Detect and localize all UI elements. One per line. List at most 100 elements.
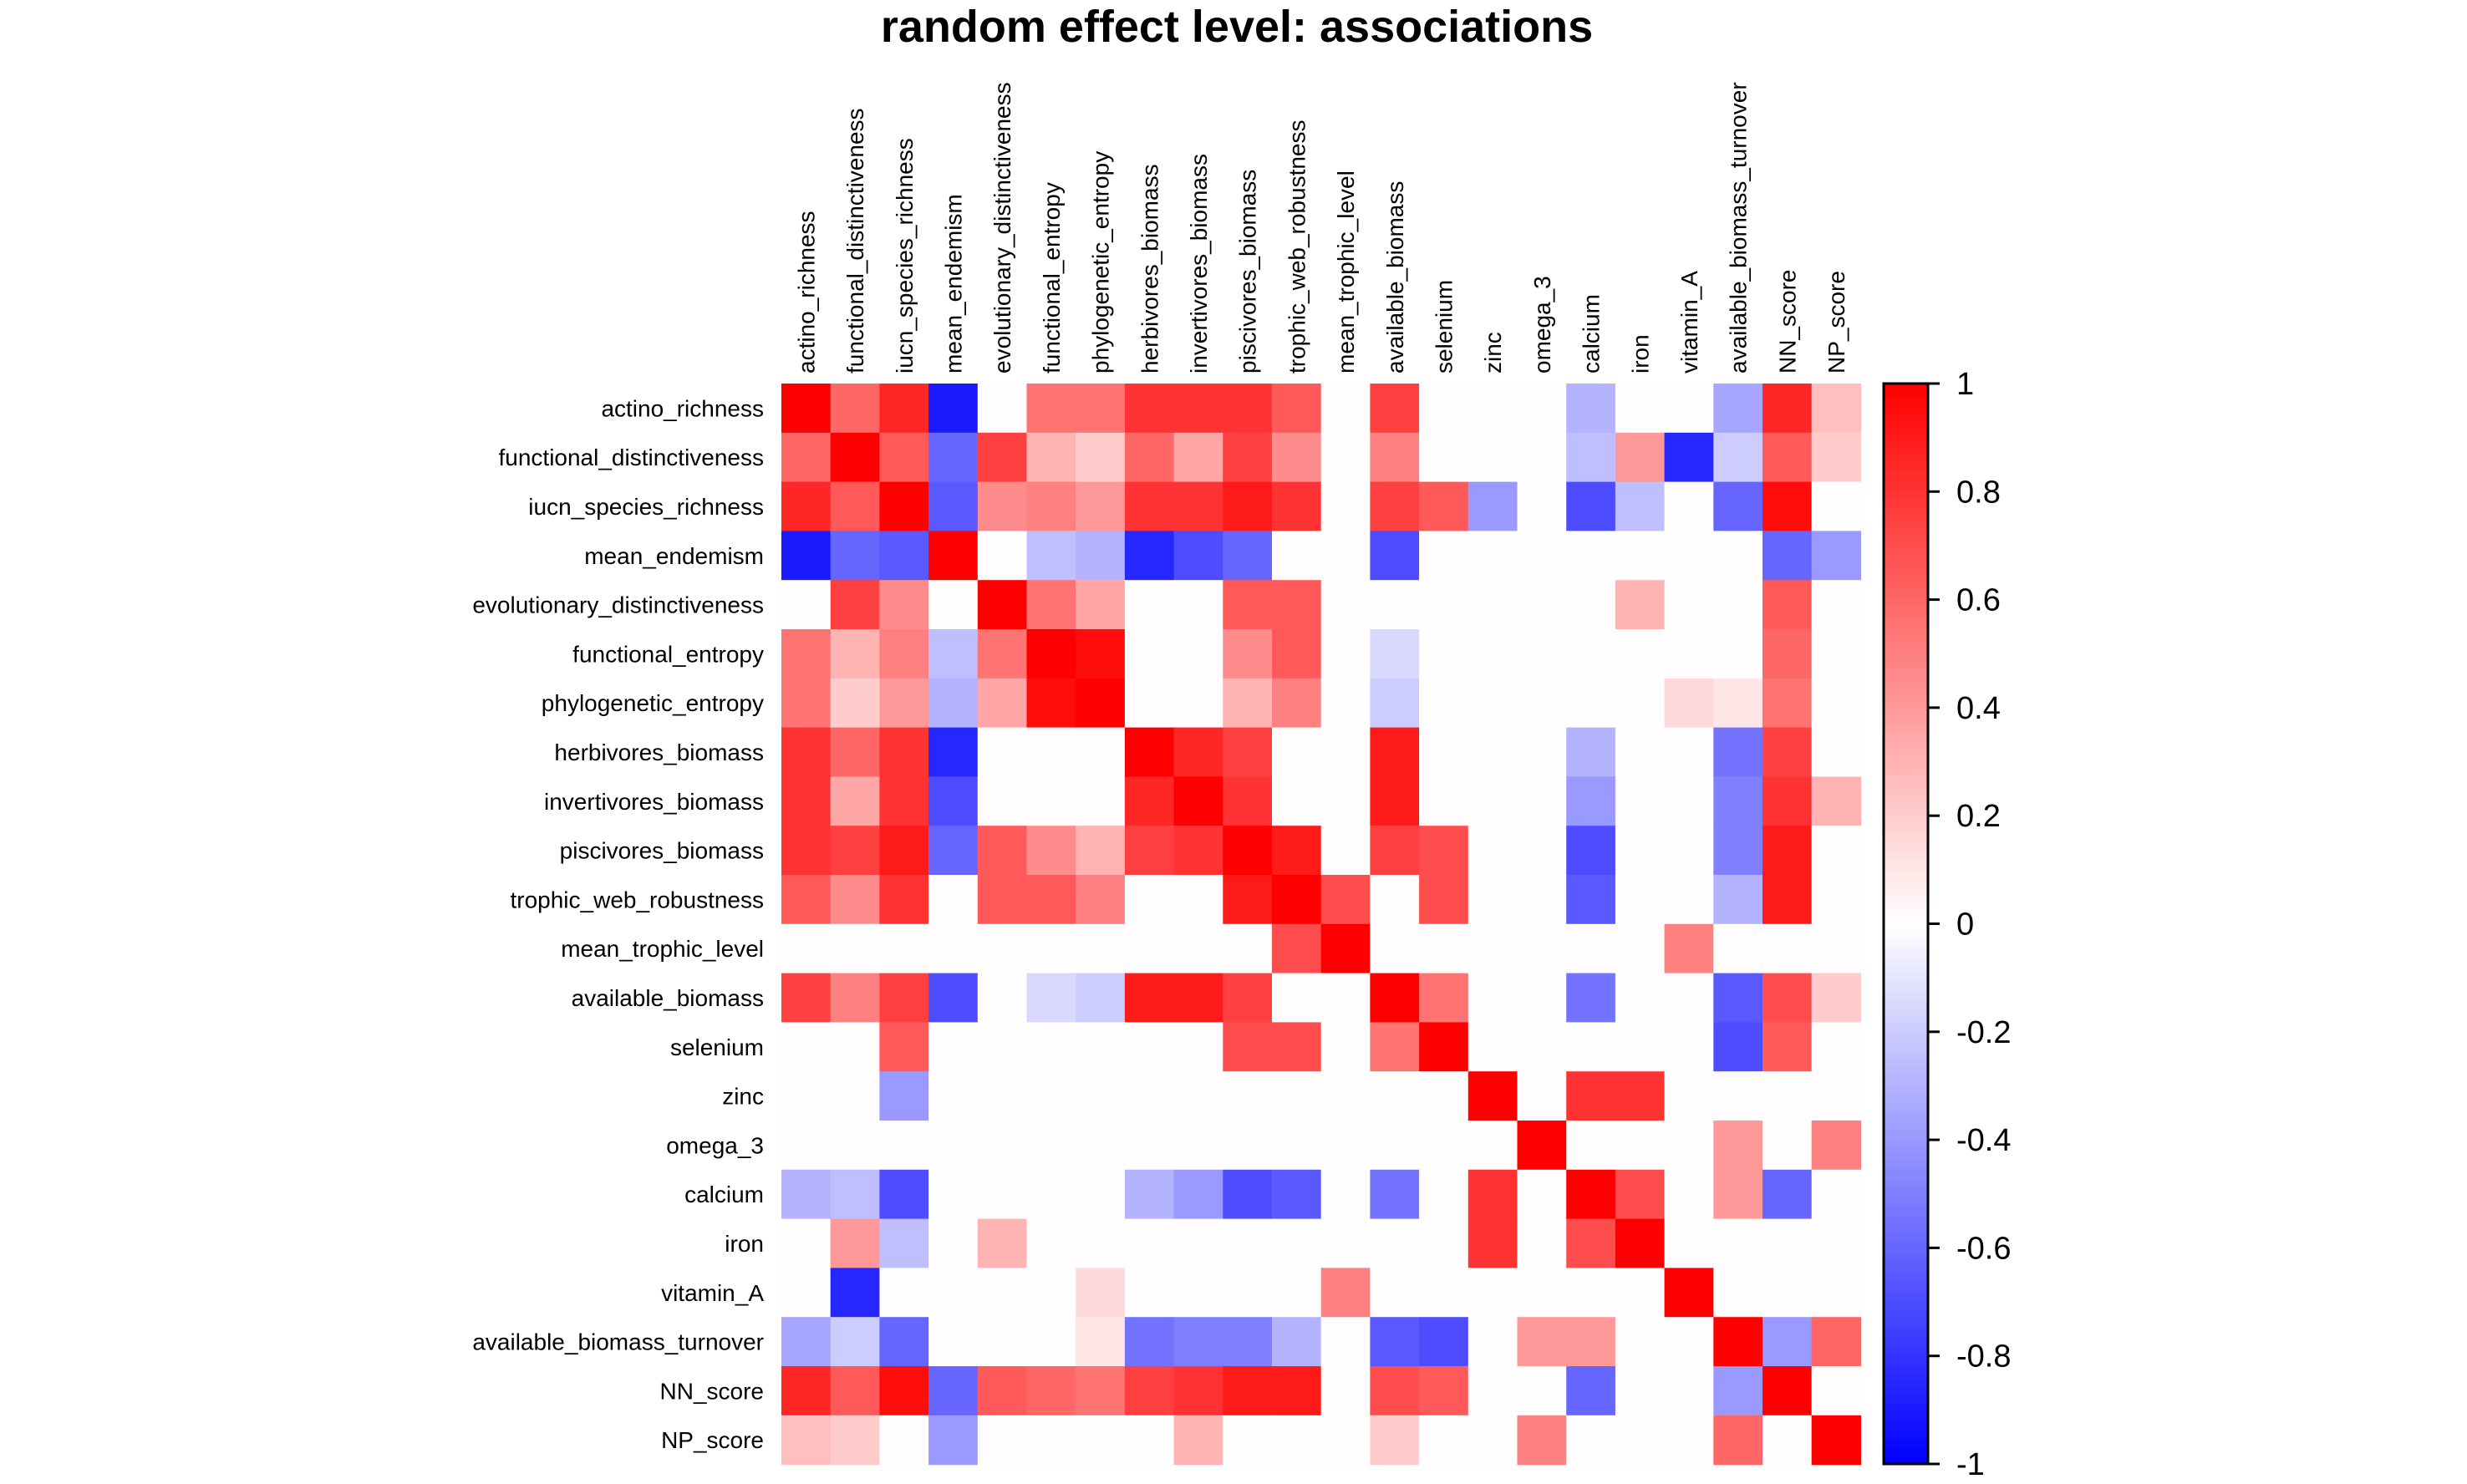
heatmap-cell-mean_endemism-trophic_web_robustness: [1272, 531, 1322, 581]
heatmap-cell-herbivores_biomass-selenium: [1419, 727, 1469, 777]
heatmap-cell-selenium-NN_score: [1763, 1022, 1813, 1072]
heatmap-cell-zinc-invertivores_biomass: [1173, 1071, 1223, 1121]
heatmap-cell-trophic_web_robustness-NP_score: [1811, 875, 1861, 925]
heatmap-cell-calcium-available_biomass_turnover: [1713, 1169, 1763, 1220]
heatmap-cell-zinc-omega_3: [1517, 1071, 1567, 1121]
heatmap-cell-available_biomass_turnover-omega_3: [1517, 1317, 1567, 1367]
heatmap-cell-available_biomass_turnover-iron: [1615, 1317, 1666, 1367]
heatmap-cell-mean_trophic_level-evolutionary_distinctiveness: [977, 923, 1028, 974]
heatmap-cell-herbivores_biomass-functional_entropy: [1026, 727, 1076, 777]
heatmap-cell-selenium-evolutionary_distinctiveness: [977, 1022, 1028, 1072]
heatmap-cell-mean_trophic_level-available_biomass: [1370, 923, 1420, 974]
heatmap-cell-functional_entropy-zinc: [1467, 629, 1518, 679]
color-legend-tick-label: 0.2: [1956, 799, 2001, 834]
heatmap-cell-invertivores_biomass-iron: [1615, 776, 1666, 826]
heatmap-cell-available_biomass-mean_trophic_level: [1320, 973, 1371, 1023]
heatmap-cell-functional_distinctiveness-invertivores_biomass: [1173, 432, 1223, 483]
heatmap-cell-mean_endemism-available_biomass_turnover: [1713, 531, 1763, 581]
heatmap-cells: [781, 384, 1861, 1466]
heatmap-cell-actino_richness-trophic_web_robustness: [1272, 384, 1322, 434]
heatmap-cell-functional_distinctiveness-zinc: [1467, 432, 1518, 483]
row-label-available_biomass: available_biomass: [572, 985, 764, 1011]
heatmap-cell-evolutionary_distinctiveness-mean_endemism: [928, 580, 979, 630]
heatmap-cell-iron-selenium: [1419, 1218, 1469, 1268]
row-label-trophic_web_robustness: trophic_web_robustness: [510, 887, 764, 912]
heatmap-cell-zinc-iron: [1615, 1071, 1666, 1121]
heatmap-cell-NP_score-calcium: [1566, 1415, 1616, 1466]
heatmap-cell-mean_trophic_level-functional_entropy: [1026, 923, 1076, 974]
row-label-herbivores_biomass: herbivores_biomass: [554, 739, 764, 765]
heatmap-cell-functional_distinctiveness-available_biomass_turnover: [1713, 432, 1763, 483]
heatmap-cell-NP_score-vitamin_A: [1664, 1415, 1714, 1466]
heatmap-cell-actino_richness-NP_score: [1811, 384, 1861, 434]
heatmap-cell-piscivores_biomass-selenium: [1419, 826, 1469, 876]
heatmap-cell-selenium-trophic_web_robustness: [1272, 1022, 1322, 1072]
color-legend-tick-label: -1: [1956, 1447, 1985, 1480]
heatmap-cell-evolutionary_distinctiveness-phylogenetic_entropy: [1076, 580, 1126, 630]
heatmap-cell-iron-functional_entropy: [1026, 1218, 1076, 1268]
heatmap-cell-mean_trophic_level-herbivores_biomass: [1124, 923, 1175, 974]
column-label-zinc: zinc: [1480, 332, 1506, 374]
heatmap-cell-mean_trophic_level-vitamin_A: [1664, 923, 1714, 974]
heatmap-cell-available_biomass_turnover-available_biomass: [1370, 1317, 1420, 1367]
heatmap-cell-available_biomass-omega_3: [1517, 973, 1567, 1023]
heatmap-cell-evolutionary_distinctiveness-evolutionary_distinctiveness: [977, 580, 1028, 630]
heatmap-cell-selenium-calcium: [1566, 1022, 1616, 1072]
heatmap-cell-iron-vitamin_A: [1664, 1218, 1714, 1268]
heatmap-cell-functional_entropy-available_biomass: [1370, 629, 1420, 679]
heatmap-cell-herbivores_biomass-trophic_web_robustness: [1272, 727, 1322, 777]
heatmap-cell-mean_endemism-phylogenetic_entropy: [1076, 531, 1126, 581]
heatmap-cell-mean_endemism-mean_trophic_level: [1320, 531, 1371, 581]
heatmap-cell-NN_score-NP_score: [1811, 1366, 1861, 1416]
heatmap-cell-NP_score-mean_trophic_level: [1320, 1415, 1371, 1466]
heatmap-cell-trophic_web_robustness-trophic_web_robustness: [1272, 875, 1322, 925]
row-label-iron: iron: [725, 1231, 764, 1257]
heatmap-cell-NP_score-herbivores_biomass: [1124, 1415, 1175, 1466]
heatmap-cell-actino_richness-mean_trophic_level: [1320, 384, 1371, 434]
heatmap-cell-mean_endemism-evolutionary_distinctiveness: [977, 531, 1028, 581]
heatmap-cell-mean_endemism-omega_3: [1517, 531, 1567, 581]
row-label-selenium: selenium: [670, 1034, 764, 1060]
heatmap-cell-iucn_species_richness-piscivores_biomass: [1223, 481, 1273, 531]
heatmap-cell-iron-mean_trophic_level: [1320, 1218, 1371, 1268]
heatmap-cell-iron-mean_endemism: [928, 1218, 979, 1268]
column-label-mean_endemism: mean_endemism: [940, 194, 966, 374]
heatmap-cell-actino_richness-iron: [1615, 384, 1666, 434]
heatmap-cell-iron-NN_score: [1763, 1218, 1813, 1268]
heatmap-cell-omega_3-calcium: [1566, 1121, 1616, 1171]
heatmap-cell-selenium-mean_endemism: [928, 1022, 979, 1072]
heatmap-cell-iucn_species_richness-herbivores_biomass: [1124, 481, 1175, 531]
heatmap-cell-functional_distinctiveness-calcium: [1566, 432, 1616, 483]
heatmap-cell-selenium-zinc: [1467, 1022, 1518, 1072]
heatmap-cell-mean_endemism-invertivores_biomass: [1173, 531, 1223, 581]
heatmap-cell-piscivores_biomass-omega_3: [1517, 826, 1567, 876]
heatmap-cell-available_biomass-calcium: [1566, 973, 1616, 1023]
heatmap-cell-trophic_web_robustness-actino_richness: [781, 875, 832, 925]
row-label-omega_3: omega_3: [666, 1132, 764, 1158]
heatmap-cell-phylogenetic_entropy-piscivores_biomass: [1223, 678, 1273, 729]
heatmap-cell-evolutionary_distinctiveness-mean_trophic_level: [1320, 580, 1371, 630]
heatmap-cell-herbivores_biomass-phylogenetic_entropy: [1076, 727, 1126, 777]
heatmap-cell-selenium-piscivores_biomass: [1223, 1022, 1273, 1072]
heatmap-cell-NP_score-piscivores_biomass: [1223, 1415, 1273, 1466]
heatmap-cell-mean_trophic_level-selenium: [1419, 923, 1469, 974]
heatmap-cell-actino_richness-NN_score: [1763, 384, 1813, 434]
heatmap-cell-selenium-omega_3: [1517, 1022, 1567, 1072]
heatmap-cell-calcium-calcium: [1566, 1169, 1616, 1220]
heatmap-cell-evolutionary_distinctiveness-available_biomass: [1370, 580, 1420, 630]
heatmap-cell-NP_score-trophic_web_robustness: [1272, 1415, 1322, 1466]
heatmap-cell-evolutionary_distinctiveness-trophic_web_robustness: [1272, 580, 1322, 630]
heatmap-cell-evolutionary_distinctiveness-zinc: [1467, 580, 1518, 630]
column-label-NP_score: NP_score: [1824, 271, 1849, 374]
heatmap-cell-herbivores_biomass-evolutionary_distinctiveness: [977, 727, 1028, 777]
heatmap-cell-piscivores_biomass-phylogenetic_entropy: [1076, 826, 1126, 876]
heatmap-cell-omega_3-mean_trophic_level: [1320, 1121, 1371, 1171]
heatmap-cell-functional_distinctiveness-iron: [1615, 432, 1666, 483]
heatmap-cell-functional_distinctiveness-NN_score: [1763, 432, 1813, 483]
heatmap-cell-mean_trophic_level-omega_3: [1517, 923, 1567, 974]
heatmap-cell-invertivores_biomass-actino_richness: [781, 776, 832, 826]
column-label-vitamin_A: vitamin_A: [1676, 271, 1702, 374]
heatmap-cell-mean_trophic_level-calcium: [1566, 923, 1616, 974]
column-label-iron: iron: [1627, 334, 1653, 374]
